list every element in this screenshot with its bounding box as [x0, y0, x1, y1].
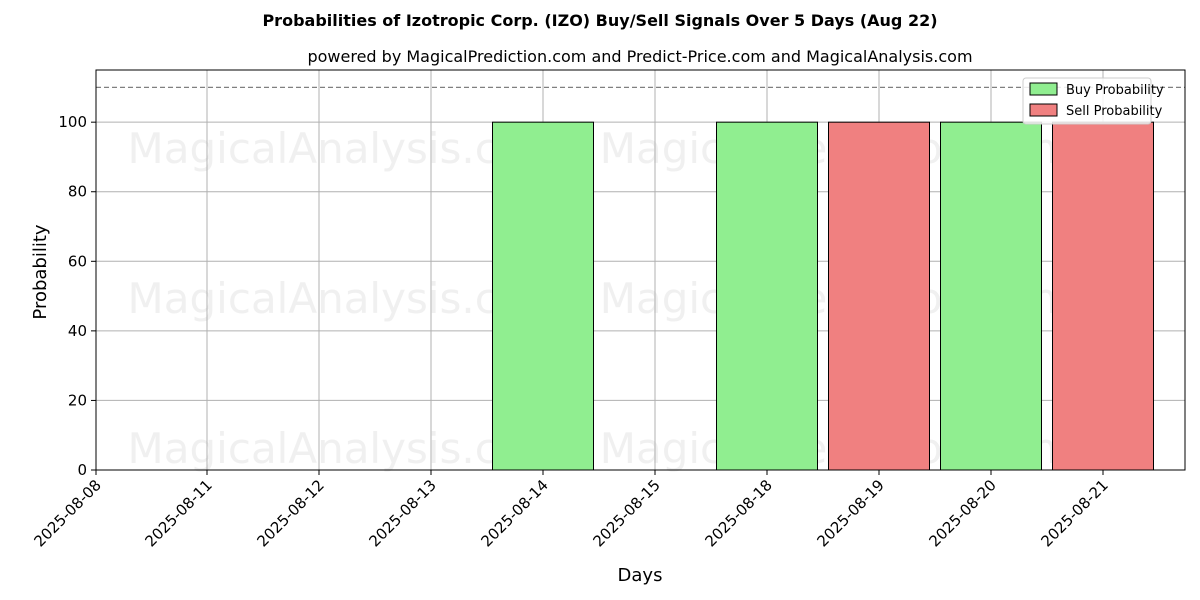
y-tick-label: 80 [68, 183, 87, 201]
watermark-text: MagicalAnalysis.com [128, 274, 565, 323]
y-tick-label: 60 [68, 252, 87, 270]
x-tick-label: 2025-08-21 [1037, 476, 1111, 550]
watermark-layer: MagicalAnalysis.comMagicalPrediction.com… [128, 124, 1073, 473]
bar-buy [716, 121, 818, 471]
legend-swatch-buy [1029, 82, 1058, 96]
legend-swatch-sell [1029, 103, 1058, 117]
chart-subtitle: powered by MagicalPrediction.com and Pre… [307, 47, 972, 66]
y-tick-label: 0 [77, 461, 87, 479]
x-tick-label: 2025-08-11 [141, 476, 215, 550]
x-tick-label: 2025-08-08 [30, 476, 104, 550]
y-tick-label: 100 [58, 113, 87, 131]
y-tick-label: 40 [68, 322, 87, 340]
x-tick-label: 2025-08-13 [365, 476, 439, 550]
x-tick-label: 2025-08-20 [925, 476, 999, 550]
x-tick-label: 2025-08-14 [477, 476, 551, 550]
bar-buy [492, 121, 594, 471]
bar-sell [828, 121, 930, 471]
legend: Buy Probability Sell Probability [1022, 77, 1164, 125]
x-tick-label: 2025-08-15 [589, 476, 663, 550]
plot-frame [95, 69, 1186, 471]
watermark-text: MagicalAnalysis.com [128, 124, 565, 173]
x-tick-label: 2025-08-19 [813, 476, 887, 550]
y-tick-label: 20 [68, 391, 87, 409]
x-axis: 2025-08-08 2025-08-11 2025-08-12 2025-08-13… [30, 470, 1112, 550]
chart-title: Probabilities of Izotropic Corp. (IZO) B… [262, 11, 937, 30]
watermark-text: MagicalAnalysis.com [128, 424, 565, 473]
bar-sell [1052, 121, 1154, 471]
y-axis-label: Probability [30, 224, 51, 319]
legend-label-sell: Sell Probability [1066, 104, 1163, 119]
bar-buy [940, 121, 1042, 471]
y-axis: 0 20 40 60 80 100 [58, 113, 96, 479]
legend-label-buy: Buy Probability [1066, 83, 1164, 98]
x-tick-label: 2025-08-12 [253, 476, 327, 550]
bars-layer [492, 121, 1154, 471]
x-tick-label: 2025-08-18 [701, 476, 775, 550]
x-axis-label: Days [618, 565, 663, 586]
